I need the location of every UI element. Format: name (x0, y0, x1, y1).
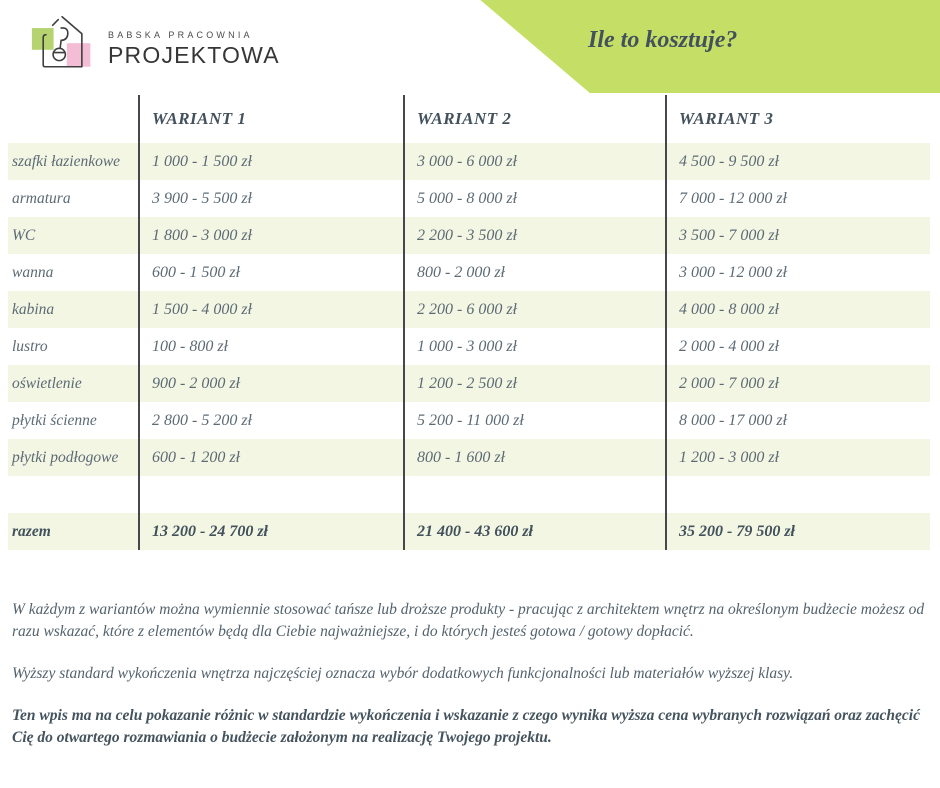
price-cell: 8 000 - 17 000 zł (665, 402, 930, 439)
total-row: razem 13 200 - 24 700 zł 21 400 - 43 600… (8, 513, 930, 550)
logo-title: PROJEKTOWA (108, 41, 280, 68)
row-label: armatura (12, 189, 71, 207)
price-cell: 3 000 - 12 000 zł (665, 254, 930, 291)
table-header-row: WARIANT 1 WARIANT 2 WARIANT 3 (8, 95, 930, 143)
price-cell: 800 - 1 600 zł (403, 439, 665, 476)
paragraph-standard-info: Wyższy standard wykończenia wnętrza najc… (12, 665, 794, 682)
row-label (8, 476, 138, 513)
paragraph-variants-info: W każdym z wariantów można wymiennie sto… (12, 601, 925, 640)
price-cell: 1 800 - 3 000 zł (138, 217, 403, 254)
price-cell: 2 000 - 7 000 zł (665, 365, 930, 402)
row-label: wanna (12, 263, 54, 281)
row-label: płytki podłogowe (12, 448, 119, 466)
price-cell: 1 000 - 3 000 zł (403, 328, 665, 365)
logo-subtitle: BABSKA PRACOWNIA (108, 29, 253, 40)
price-cell: 2 800 - 5 200 zł (138, 402, 403, 439)
table-row: armatura 3 900 - 5 500 zł 5 000 - 8 000 zł… (8, 180, 930, 217)
price-cell: 4 500 - 9 500 zł (665, 143, 930, 180)
price-cell: 100 - 800 zł (138, 328, 403, 365)
total-price-wariant-3: 35 200 - 79 500 zł (665, 513, 930, 550)
price-cell: 900 - 2 000 zł (138, 365, 403, 402)
table-row: płytki podłogowe 600 - 1 200 zł 800 - 1 60… (8, 439, 930, 476)
table-row: płytki ścienne 2 800 - 5 200 zł 5 200 - 11… (8, 402, 930, 439)
table-row: lustro 100 - 800 zł 1 000 - 3 000 zł 2 000 … (8, 328, 930, 365)
price-cell: 1 000 - 1 500 zł (138, 143, 403, 180)
paragraph-purpose-info: Ten wpis ma na celu pokazanie różnic w s… (12, 707, 920, 746)
price-cell: 2 200 - 3 500 zł (403, 217, 665, 254)
price-cell: 1 500 - 4 000 zł (138, 291, 403, 328)
spacer-row (8, 476, 930, 513)
footer-text: W każdym z wariantów można wymiennie sto… (12, 599, 930, 769)
price-cell: 4 000 - 8 000 zł (665, 291, 930, 328)
table-row: WC 1 800 - 3 000 zł 2 200 - 3 500 zł 3 500 … (8, 217, 930, 254)
table-row: szafki łazienkowe 1 000 - 1 500 zł 3 000 -… (8, 143, 930, 180)
price-cell: 600 - 1 200 zł (138, 439, 403, 476)
table-corner-cell (8, 95, 138, 143)
table-row: oświetlenie 900 - 2 000 zł 1 200 - 2 500 z… (8, 365, 930, 402)
table-row: kabina 1 500 - 4 000 zł 2 200 - 6 000 zł 4 … (8, 291, 930, 328)
row-label: szafki łazienkowe (12, 152, 121, 170)
row-label: lustro (12, 337, 48, 355)
header-banner: Ile to kosztuje? (480, 0, 940, 93)
table-body: szafki łazienkowe 1 000 - 1 500 zł 3 000 -… (8, 143, 930, 513)
price-cell: 1 200 - 2 500 zł (403, 365, 665, 402)
row-label: kabina (12, 300, 55, 318)
column-header-wariant-2: WARIANT 2 (403, 95, 665, 143)
price-cell: 5 000 - 8 000 zł (403, 180, 665, 217)
page-title: Ile to kosztuje? (588, 27, 738, 53)
price-cell: 600 - 1 500 zł (138, 254, 403, 291)
pricing-table: WARIANT 1 WARIANT 2 WARIANT 3 szafki łaz… (8, 95, 930, 550)
column-header-wariant-1: WARIANT 1 (138, 95, 403, 143)
price-cell: 5 200 - 11 000 zł (403, 402, 665, 439)
brand-logo: BABSKA PRACOWNIA PROJEKTOWA (30, 8, 280, 84)
price-cell: 7 000 - 12 000 zł (665, 180, 930, 217)
price-cell: 3 900 - 5 500 zł (138, 180, 403, 217)
price-cell: 2 000 - 4 000 zł (665, 328, 930, 365)
price-cell (138, 476, 403, 513)
price-cell: 800 - 2 000 zł (403, 254, 665, 291)
price-cell: 1 200 - 3 000 zł (665, 439, 930, 476)
price-cell (403, 476, 665, 513)
price-cell (665, 476, 930, 513)
logo-wordmark: BABSKA PRACOWNIA PROJEKTOWA (108, 30, 280, 69)
price-cell: 2 200 - 6 000 zł (403, 291, 665, 328)
row-label: oświetlenie (12, 374, 82, 392)
total-row-label: razem (12, 522, 51, 540)
row-label: WC (12, 226, 36, 244)
price-cell: 3 000 - 6 000 zł (403, 143, 665, 180)
row-label: płytki ścienne (12, 411, 97, 429)
table-row: wanna 600 - 1 500 zł 800 - 2 000 zł 3 000 -… (8, 254, 930, 291)
logo-house-icon (30, 8, 96, 84)
total-price-wariant-1: 13 200 - 24 700 zł (138, 513, 403, 550)
total-price-wariant-2: 21 400 - 43 600 zł (403, 513, 665, 550)
price-cell: 3 500 - 7 000 zł (665, 217, 930, 254)
column-header-wariant-3: WARIANT 3 (665, 95, 930, 143)
